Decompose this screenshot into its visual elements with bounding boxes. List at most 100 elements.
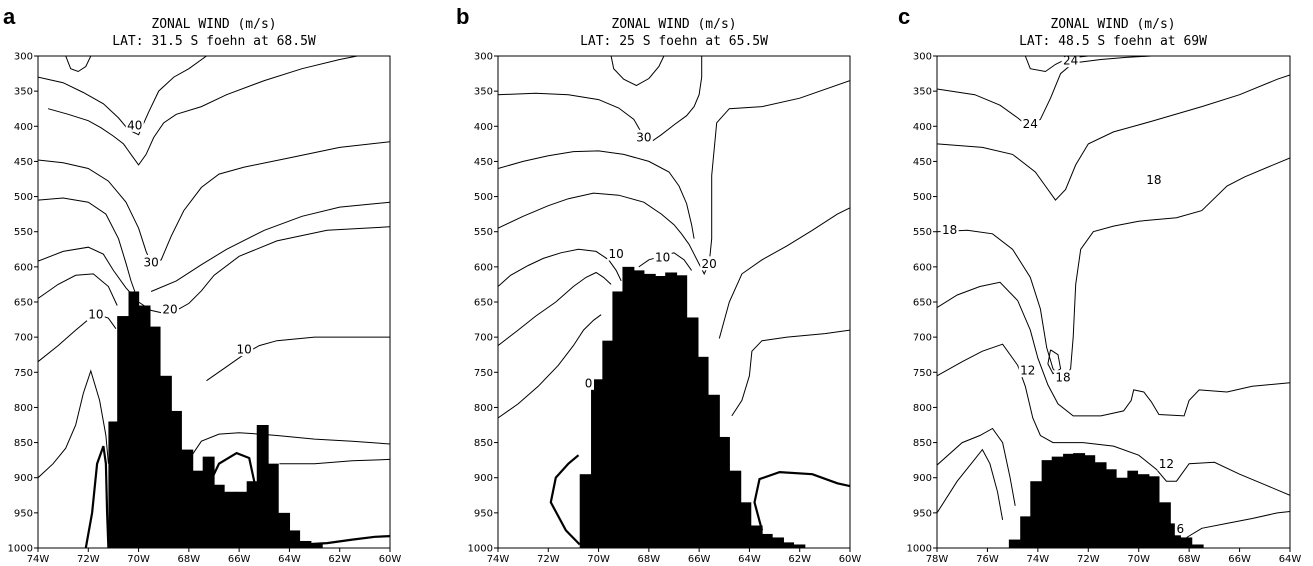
y-tick-label: 850 (913, 438, 932, 449)
terrain-bar (1127, 470, 1139, 548)
contour-line (47, 56, 358, 166)
contour-line (38, 369, 109, 479)
terrain-bar (1191, 544, 1204, 548)
terrain-bar (686, 317, 699, 548)
terrain-bar (256, 425, 269, 548)
y-tick-label: 500 (474, 192, 493, 203)
zero-contour-line (84, 445, 110, 548)
terrain-bar (740, 502, 752, 548)
y-tick-label: 700 (913, 333, 932, 344)
y-tick-label: 1000 (468, 544, 493, 555)
contour-line (937, 343, 1290, 496)
y-tick-label: 450 (474, 157, 493, 168)
terrain-bar (676, 275, 688, 548)
terrain-bar (1030, 481, 1043, 548)
terrain-bar (655, 275, 666, 548)
terrain-bar (235, 491, 248, 548)
contour-label-bg (653, 250, 672, 265)
chart-title-line-1: ZONAL WIND (m/s) (611, 17, 736, 32)
x-tick-label: 70W (587, 554, 610, 565)
contour-line (38, 226, 390, 314)
chart-title-line-2: LAT: 25 S foehn at 65.5W (580, 34, 768, 49)
contour-line (937, 74, 1290, 201)
contour-label-bg (1144, 172, 1163, 187)
y-tick-label: 400 (14, 122, 33, 133)
terrain-bar (171, 410, 182, 548)
terrain-bar (729, 470, 742, 548)
y-tick-label: 800 (474, 403, 493, 414)
y-tick-label: 550 (14, 227, 33, 238)
terrain-bar (159, 375, 172, 548)
terrain-bar (1084, 455, 1096, 548)
x-tick-label: 62W (328, 554, 351, 565)
terrain-bar (612, 291, 624, 548)
contour-line (498, 248, 622, 287)
y-tick-label: 600 (14, 262, 33, 273)
y-tick-label: 950 (14, 508, 33, 519)
contour-line (38, 314, 117, 363)
y-tick-label: 900 (474, 473, 493, 484)
zero-contour-line (208, 451, 256, 493)
contour-line (183, 432, 390, 468)
y-tick-label: 650 (474, 298, 493, 309)
y-tick-label: 850 (474, 438, 493, 449)
terrain-bar (1041, 460, 1053, 548)
contour-label: 40 (127, 118, 142, 132)
contour-label: 18 (942, 223, 957, 237)
zero-contour-line (753, 470, 850, 531)
terrain-bar (783, 542, 795, 548)
terrain-bar (214, 484, 225, 548)
contour-label: 30 (636, 130, 651, 144)
contour-line (65, 56, 92, 73)
contour-label: 10 (88, 307, 103, 321)
terrain-bar (793, 544, 806, 548)
contour-label-bg (235, 342, 254, 357)
chart-panel-a: a ZONAL WIND (m/s) LAT: 31.5 S foehn at 68… (3, 4, 401, 565)
y-tick-label: 700 (474, 333, 493, 344)
y-tick-label: 900 (14, 473, 33, 484)
y-tick-label: 750 (913, 368, 932, 379)
contour-label: 0 (585, 376, 593, 390)
zero-contour-line (301, 535, 390, 546)
contour-label-bg (1157, 456, 1176, 471)
terrain-bar (128, 291, 140, 548)
x-tick-label: 70W (127, 554, 150, 565)
x-tick-label: 70W (1127, 554, 1150, 565)
contour-label: 10 (609, 247, 624, 261)
chart-title-line-1: ZONAL WIND (m/s) (151, 17, 276, 32)
terrain-bar (622, 266, 635, 548)
terrain-bar (750, 525, 763, 548)
terrain-bar (192, 470, 204, 548)
panel-letter: c (898, 4, 910, 29)
contour-line (937, 448, 1004, 520)
terrain-bar (591, 379, 603, 548)
terrain-bar (772, 537, 784, 548)
x-tick-label: 74W (27, 554, 50, 565)
contour-label-bg (125, 117, 144, 132)
terrain-bar (138, 305, 151, 548)
x-tick-label: 68W (1178, 554, 1201, 565)
x-tick-label: 62W (788, 554, 811, 565)
x-tick-label: 68W (638, 554, 661, 565)
contour-label-bg (607, 246, 626, 261)
contour-label-bg (1018, 363, 1037, 378)
terrain-bar (1116, 477, 1128, 548)
terrain-bar (1170, 523, 1181, 548)
chart-title-line-2: LAT: 48.5 S foehn at 69W (1019, 34, 1207, 49)
contour-line (38, 141, 390, 264)
y-tick-label: 300 (14, 52, 33, 63)
y-tick-label: 1000 (8, 544, 33, 555)
plot-area: 40 30 20 10 10 (38, 56, 390, 548)
y-tick-label: 650 (14, 298, 33, 309)
terrain-bar (224, 491, 236, 548)
contour-label: 12 (1159, 457, 1174, 471)
terrain-bar (108, 421, 118, 548)
panel-letter: a (3, 4, 16, 29)
terrain-bar (1073, 453, 1086, 548)
y-tick-label: 750 (474, 368, 493, 379)
contour-line (206, 336, 390, 382)
terrain-bar (579, 474, 592, 548)
contour-label-bg (1174, 521, 1186, 536)
y-tick-label: 600 (913, 262, 932, 273)
